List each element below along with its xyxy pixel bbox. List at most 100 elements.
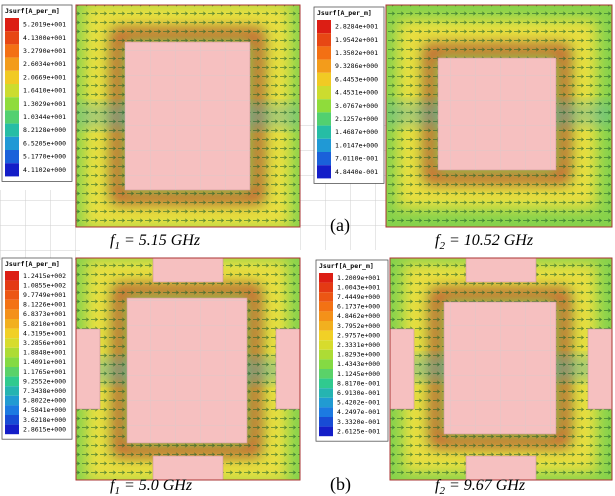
legend-swatch (5, 338, 19, 348)
legend-swatch (317, 72, 331, 86)
legend-value: 1.2009e+001 (337, 274, 380, 282)
legend-swatch (5, 18, 19, 32)
legend-value: 1.9542e+001 (335, 36, 378, 44)
legend-value: 1.1245e+000 (337, 370, 380, 378)
legend-value: 1.0043e+001 (337, 283, 380, 291)
legend-swatch (319, 311, 333, 321)
legend-swatch (319, 321, 333, 331)
legend-swatch (5, 123, 19, 137)
legend-swatch (319, 340, 333, 350)
legend-swatch (317, 125, 331, 139)
legend-value: 7.0110e-001 (335, 155, 378, 163)
legend-value: 7.4449e+000 (337, 293, 380, 301)
legend-swatch (317, 165, 331, 179)
legend-value: 3.0767e+000 (335, 102, 378, 110)
legend-value: 1.4091e+001 (23, 358, 66, 366)
legend-value: 4.3195e+001 (23, 329, 66, 337)
legend-swatch (319, 282, 333, 293)
plot-frame (75, 257, 301, 481)
legend-value: 9.2552e+000 (23, 377, 66, 385)
panel: Jsurf[A_per_m] 2.8284e+001 1.9542e+001 1.35… (313, 4, 613, 252)
legend-value: 2.6034e+001 (23, 60, 66, 68)
legend-value: 4.1300e+001 (23, 34, 66, 42)
legend-swatch (317, 152, 331, 166)
legend-swatch (5, 163, 19, 177)
caption-subscript: 2 (439, 485, 445, 496)
legend-value: 1.2415e+002 (23, 272, 66, 280)
notch (465, 455, 537, 480)
legend-swatch (317, 99, 331, 113)
legend-value: 4.2497e-001 (337, 408, 380, 416)
legend-swatch (5, 347, 19, 358)
legend-value: 5.4202e-001 (337, 399, 380, 407)
legend-swatch (5, 357, 19, 367)
legend-value: 8.2128e+000 (23, 126, 66, 134)
legend-value: 1.3502e+001 (335, 49, 378, 57)
legend-swatch (5, 271, 19, 281)
legend-title: Jsurf[A_per_m] (5, 260, 60, 268)
surface-plot (76, 258, 300, 480)
caption: f1 = 5.0 GHz (110, 477, 193, 496)
legend-swatch (319, 349, 333, 360)
legend-value: 4.8462e+000 (337, 312, 380, 320)
legend-swatch (317, 112, 331, 126)
legend-swatch (5, 290, 19, 300)
caption: f1 = 5.15 GHz (110, 232, 201, 252)
legend-swatch (5, 84, 19, 98)
legend-swatch (5, 97, 19, 111)
legend-value: 5.8022e+000 (23, 397, 66, 405)
legend-value: 7.3438e+000 (23, 387, 66, 395)
legend-swatch (5, 415, 19, 425)
legend-value: 9.7749e+001 (23, 291, 66, 299)
legend-swatch (319, 273, 333, 283)
plot-frame (75, 4, 301, 228)
legend-value: 2.0669e+001 (23, 73, 66, 81)
legend-value: 5.8210e+001 (23, 320, 66, 328)
legend-swatch (317, 138, 331, 152)
legend-swatch (319, 388, 333, 398)
legend-value: 3.3320e-001 (337, 418, 380, 426)
legend-value: 2.8284e+001 (335, 23, 378, 31)
legend-value: 2.1257e+000 (335, 115, 378, 123)
notch (76, 328, 101, 410)
legend-title: Jsurf[A_per_m] (317, 9, 372, 17)
legend-swatch (5, 150, 19, 164)
legend-title: Jsurf[A_per_m] (5, 7, 60, 15)
legend-value: 2.9757e+000 (337, 331, 380, 339)
legend-value: 2.6125e-001 (337, 427, 380, 435)
legend-value: 6.5205e+000 (23, 139, 66, 147)
legend-swatch (5, 57, 19, 71)
legend-value: 1.0147e+000 (335, 141, 378, 149)
legend-value: 6.4453e+000 (335, 75, 378, 83)
legend-value: 1.6410e+001 (23, 87, 66, 95)
legend-value: 2.3331e+000 (337, 341, 380, 349)
legend-swatch (5, 309, 19, 319)
legend-value: 3.7952e+000 (337, 322, 380, 330)
legend-value: 1.0344e+001 (23, 113, 66, 121)
legend-value: 3.2790e+001 (23, 47, 66, 55)
legend-value: 6.9130e-001 (337, 389, 380, 397)
legend-value: 4.8440e-001 (335, 168, 378, 176)
surface-plot (76, 5, 300, 227)
legend-value: 2.8615e+000 (23, 425, 66, 433)
legend-swatch (5, 299, 19, 310)
caption-subscript: 1 (114, 485, 120, 496)
plot-frame (389, 257, 613, 481)
patch-grid (438, 58, 556, 170)
background-grid (0, 190, 80, 260)
legend-value: 1.4343e+000 (337, 360, 380, 368)
caption-variable: f (435, 477, 442, 494)
figure-label: (a) (330, 215, 350, 236)
panel: Jsurf[A_per_m] 5.2019e+001 4.1300e+001 3.27… (1, 4, 301, 252)
legend-swatch (5, 405, 19, 415)
surface-plot (390, 258, 612, 480)
legend-value: 9.3286e+000 (335, 62, 378, 70)
notch (152, 455, 224, 480)
caption-value: = 5.0 GHz (120, 477, 193, 494)
patch-grid (444, 302, 556, 434)
legend-value: 6.1737e+000 (337, 303, 380, 311)
legend-swatch (319, 359, 333, 369)
